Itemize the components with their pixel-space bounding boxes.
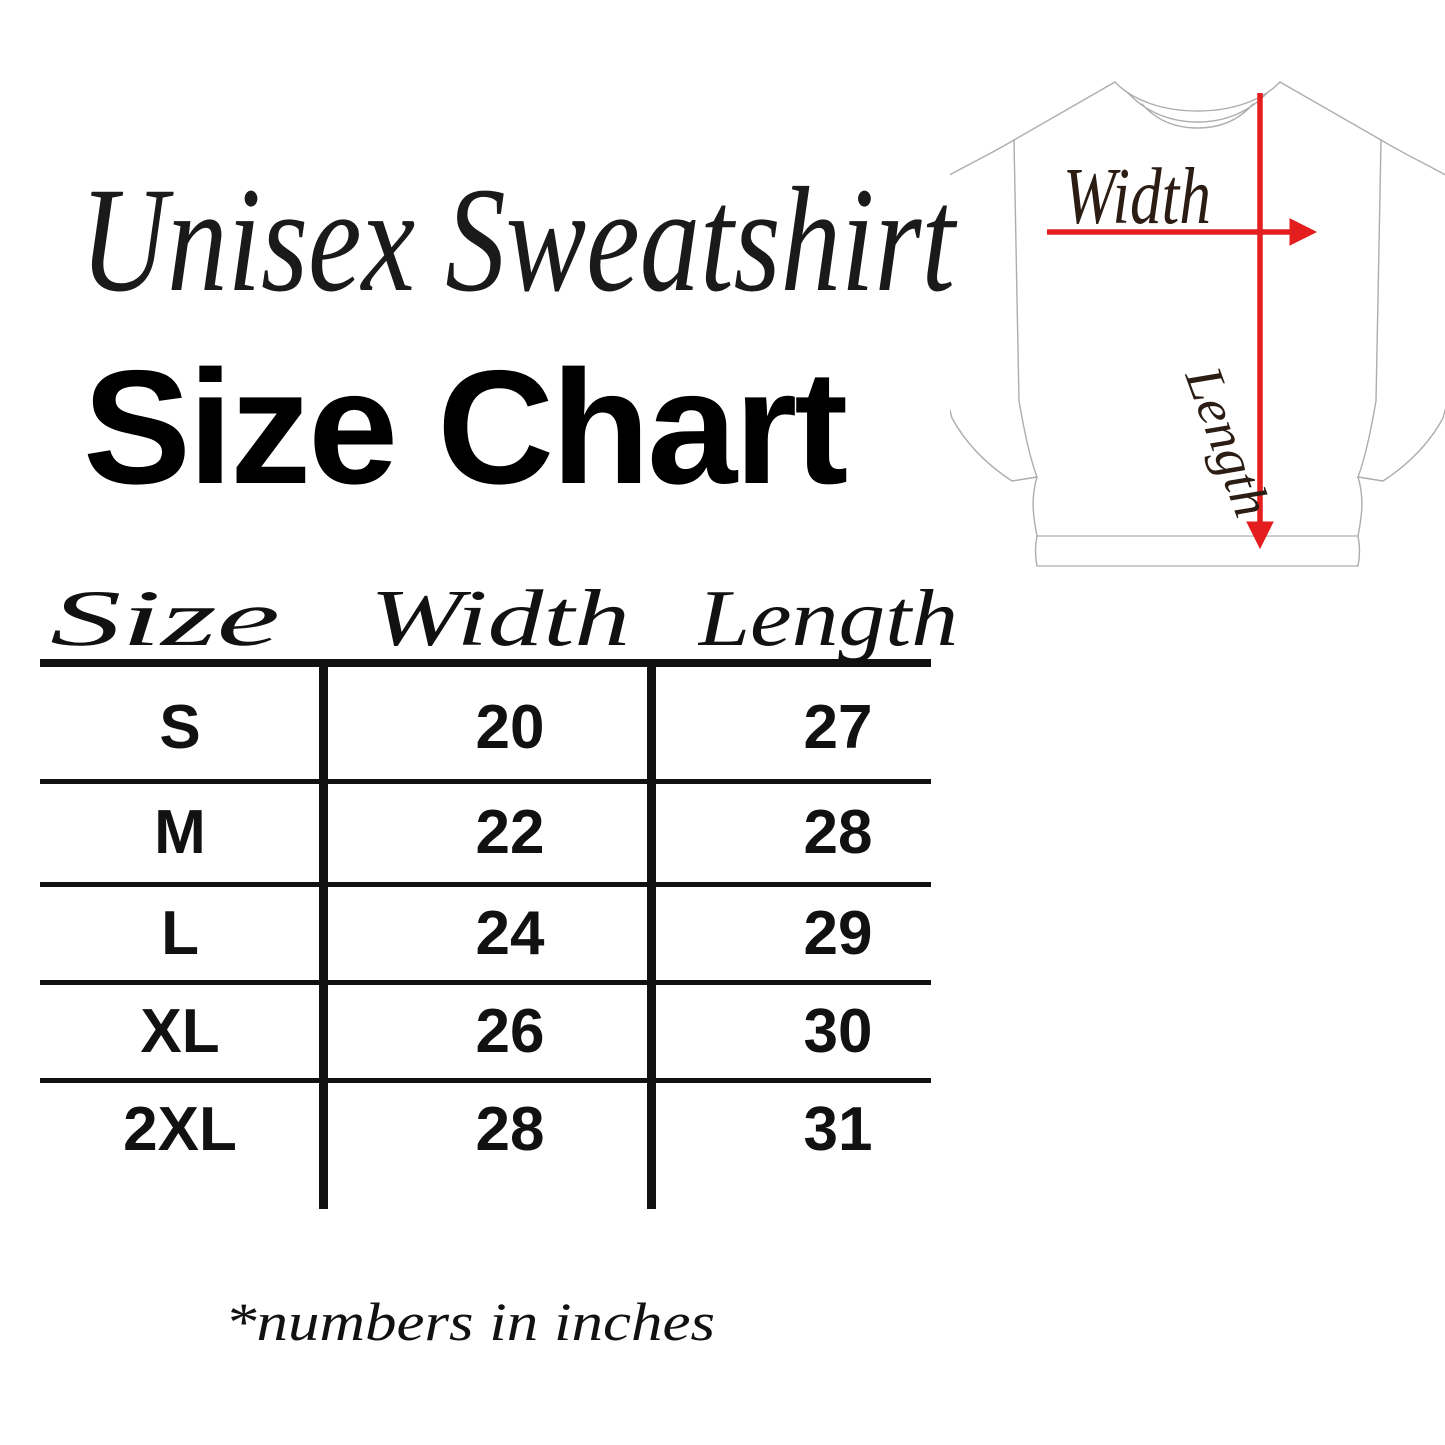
svg-text:*numbers in inches: *numbers in inches: [225, 1292, 715, 1352]
svg-text:Size: Size: [50, 575, 280, 663]
svg-text:Width: Width: [370, 575, 630, 663]
svg-text:Width: Width: [1063, 153, 1211, 241]
svg-text:Length: Length: [1175, 358, 1281, 520]
svg-text:Length: Length: [698, 575, 958, 663]
